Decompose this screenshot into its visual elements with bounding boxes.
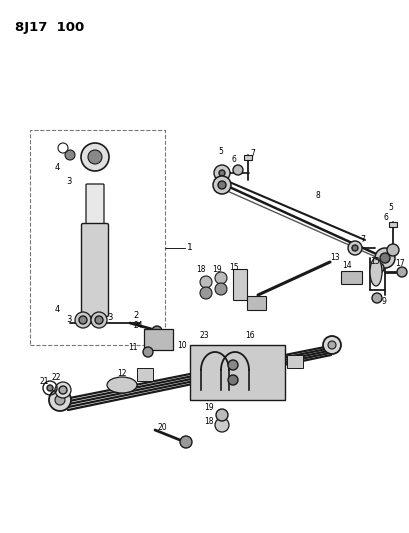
Text: 1: 1: [187, 244, 193, 253]
Circle shape: [88, 150, 102, 164]
Circle shape: [372, 293, 382, 303]
Text: 15: 15: [229, 263, 238, 272]
Circle shape: [59, 386, 67, 394]
Text: 18: 18: [196, 265, 205, 274]
Text: 21: 21: [40, 377, 49, 386]
Text: 5: 5: [218, 148, 223, 157]
FancyBboxPatch shape: [342, 271, 362, 285]
Circle shape: [143, 347, 153, 357]
Circle shape: [215, 283, 227, 295]
Text: 19: 19: [204, 403, 214, 413]
Circle shape: [81, 143, 109, 171]
Ellipse shape: [107, 377, 137, 393]
Text: 12: 12: [117, 369, 126, 378]
Ellipse shape: [49, 389, 71, 411]
Text: 11: 11: [128, 343, 137, 352]
Circle shape: [55, 382, 71, 398]
Bar: [389, 222, 397, 227]
FancyBboxPatch shape: [144, 329, 173, 351]
Circle shape: [200, 287, 212, 299]
Circle shape: [152, 326, 162, 336]
Bar: [244, 155, 252, 160]
Circle shape: [65, 150, 75, 160]
Text: 3: 3: [66, 177, 72, 187]
Circle shape: [228, 360, 238, 370]
Bar: [287, 355, 303, 368]
Text: 20: 20: [158, 424, 168, 432]
Text: 4: 4: [55, 305, 60, 314]
Circle shape: [214, 165, 230, 181]
Circle shape: [219, 170, 225, 176]
FancyBboxPatch shape: [86, 184, 104, 224]
Ellipse shape: [328, 341, 336, 349]
Circle shape: [215, 272, 227, 284]
Circle shape: [216, 409, 228, 421]
Text: 17: 17: [395, 259, 405, 268]
Text: 6: 6: [231, 156, 236, 165]
Text: 8J17  100: 8J17 100: [15, 21, 84, 35]
Circle shape: [374, 263, 384, 273]
Circle shape: [180, 436, 192, 448]
Circle shape: [95, 316, 103, 324]
Circle shape: [387, 244, 399, 256]
Circle shape: [200, 276, 212, 288]
Bar: [30, 130, 165, 345]
Text: 18: 18: [204, 416, 214, 425]
Text: 10: 10: [177, 341, 187, 350]
Ellipse shape: [370, 258, 382, 286]
FancyBboxPatch shape: [81, 223, 108, 317]
Circle shape: [213, 176, 231, 194]
Text: 5: 5: [388, 204, 393, 213]
FancyBboxPatch shape: [247, 296, 267, 311]
Text: 13: 13: [330, 254, 339, 262]
Text: 15: 15: [370, 257, 380, 266]
Circle shape: [375, 248, 395, 268]
Circle shape: [79, 316, 87, 324]
Text: 7: 7: [250, 149, 255, 157]
Circle shape: [380, 253, 390, 263]
Text: 3: 3: [107, 313, 112, 322]
Text: 16: 16: [245, 332, 255, 341]
Ellipse shape: [55, 395, 65, 405]
Ellipse shape: [323, 336, 341, 354]
Text: 19: 19: [212, 265, 222, 274]
Circle shape: [218, 181, 226, 189]
Circle shape: [75, 312, 91, 328]
Text: 9: 9: [382, 297, 387, 306]
Bar: [190, 345, 285, 400]
Text: 22: 22: [52, 374, 61, 383]
Text: 2: 2: [133, 311, 138, 320]
Text: 3: 3: [66, 316, 72, 325]
Text: 7: 7: [360, 236, 365, 245]
Text: 23: 23: [200, 330, 210, 340]
Text: 14: 14: [342, 261, 352, 270]
Text: 8: 8: [316, 190, 321, 199]
Circle shape: [352, 245, 358, 251]
Circle shape: [228, 375, 238, 385]
FancyBboxPatch shape: [234, 270, 247, 301]
Circle shape: [215, 418, 229, 432]
Circle shape: [348, 241, 362, 255]
Text: 24: 24: [133, 320, 143, 329]
Text: 4: 4: [55, 164, 60, 173]
Circle shape: [233, 165, 243, 175]
Text: 6: 6: [384, 214, 389, 222]
Circle shape: [91, 312, 107, 328]
Bar: [137, 368, 153, 381]
Circle shape: [47, 385, 53, 391]
Circle shape: [397, 267, 407, 277]
